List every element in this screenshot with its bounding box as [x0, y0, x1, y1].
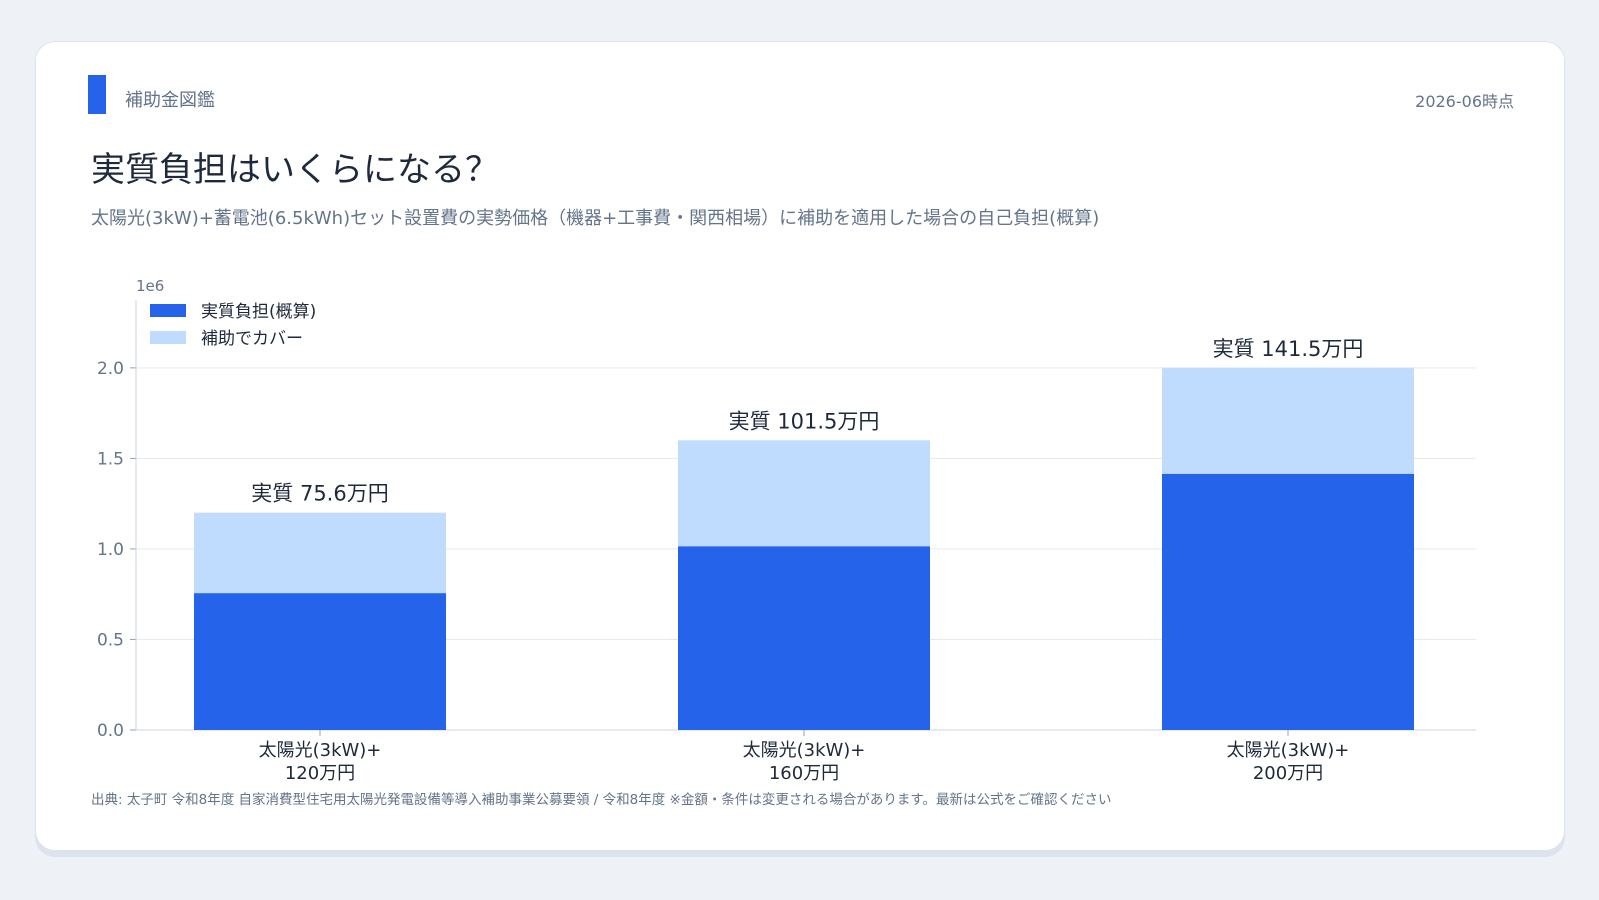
y-tick-label: 1.5	[97, 449, 124, 469]
x-tick-label: 120万円	[285, 763, 355, 784]
y-tick-label: 0.0	[97, 721, 124, 741]
page-title: 実質負担はいくらになる？	[91, 150, 499, 190]
page-subtitle: 太陽光(3kW)+蓄電池(6.5kWh)セット設置費の実勢価格（機器+工事費・関…	[91, 208, 1100, 229]
bar-net-cost	[678, 546, 930, 730]
x-tick-label: 太陽光(3kW)+	[1227, 740, 1350, 761]
y-tick-label: 1.0	[97, 540, 124, 560]
as-of-date: 2026-06時点	[1415, 92, 1514, 111]
bar-net-cost	[1162, 473, 1414, 730]
legend-swatch	[150, 304, 186, 317]
bar-data-label: 実質 101.5万円	[729, 409, 880, 433]
y-tick-label: 0.5	[97, 630, 124, 650]
x-tick-label: 太陽光(3kW)+	[743, 740, 866, 761]
x-tick-label: 160万円	[769, 763, 839, 784]
bar-data-label: 実質 75.6万円	[251, 482, 388, 506]
y-tick-label: 2.0	[97, 359, 124, 379]
bar-subsidy-covered	[1162, 367, 1414, 474]
brand-accent-bar	[88, 75, 106, 114]
source-note: 出典: 太子町 令和8年度 自家消費型住宅用太陽光発電設備等導入補助事業公募要領…	[91, 792, 1112, 808]
y-axis-offset-label: 1e6	[136, 277, 164, 295]
bar-net-cost	[194, 593, 446, 730]
brand-name: 補助金図鑑	[125, 90, 215, 111]
x-tick-label: 太陽光(3kW)+	[259, 740, 382, 761]
chart-card: 補助金図鑑 2026-06時点 実質負担はいくらになる？ 太陽光(3kW)+蓄電…	[35, 41, 1565, 851]
x-tick-label: 200万円	[1253, 763, 1323, 784]
legend-label: 補助でカバー	[201, 329, 303, 349]
bar-subsidy-covered	[194, 512, 446, 594]
bar-data-label: 実質 141.5万円	[1213, 337, 1364, 361]
legend-label: 実質負担(概算)	[201, 302, 316, 322]
legend-swatch	[150, 331, 186, 344]
bar-subsidy-covered	[678, 440, 930, 547]
